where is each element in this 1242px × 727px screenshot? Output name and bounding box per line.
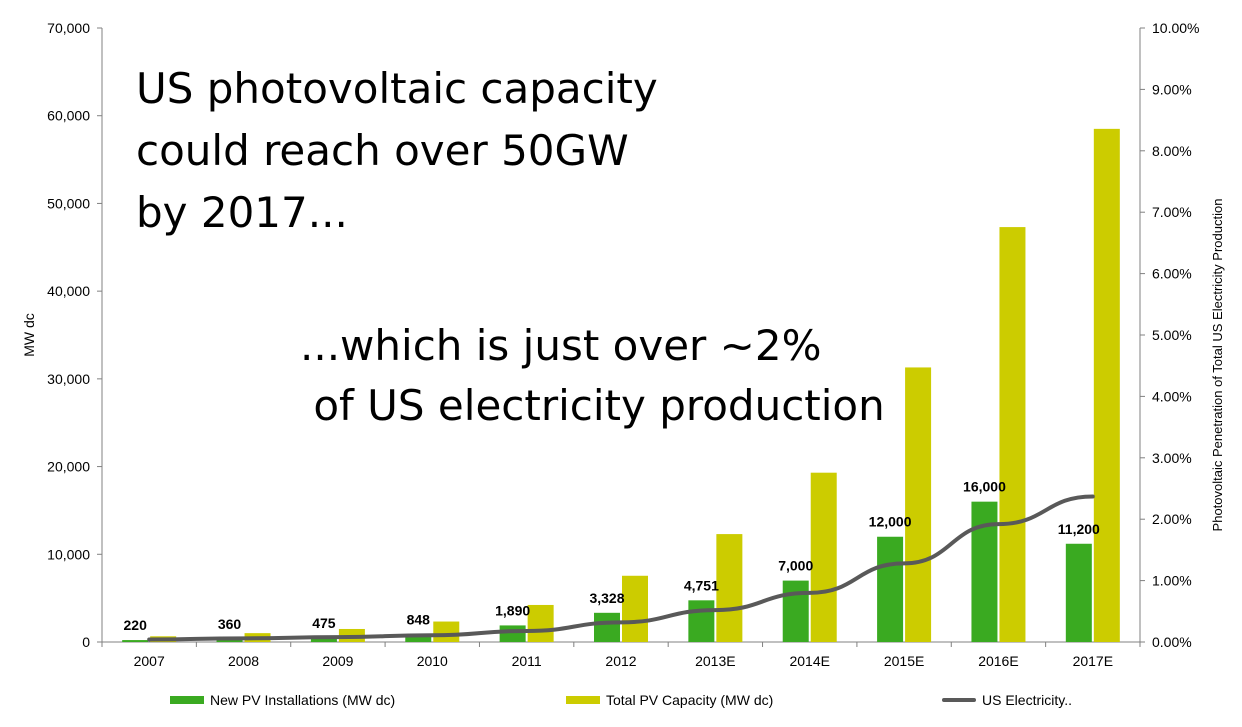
bar-new-installations [405,634,432,642]
legend-item-total-capacity: Total PV Capacity (MW dc) [566,692,773,708]
bar-total-capacity [527,604,554,642]
x-tick-label: 2009 [322,653,353,669]
y2-tick-label: 6.00% [1152,266,1192,282]
x-tick-label: 2010 [417,653,448,669]
x-tick-label: 2007 [134,653,165,669]
bars [122,128,1120,643]
data-label-new-installations: 848 [407,612,431,628]
overlay-headline: US photovoltaic capacity could reach ove… [136,64,658,237]
y2-tick-label: 7.00% [1152,204,1192,220]
data-label-new-installations: 12,000 [869,514,912,530]
legend-item-us-electricity: US Electricity.. [942,692,1072,708]
data-label-new-installations: 4,751 [684,577,719,593]
bar-total-capacity [999,227,1026,643]
legend-item-new-installations: New PV Installations (MW dc) [170,692,395,708]
legend-swatch-new-installations [170,696,204,704]
data-label-new-installations: 1,890 [495,602,530,618]
y2-tick-label: 3.00% [1152,450,1192,466]
y-axis-title: MW dc [21,313,37,357]
legend: New PV Installations (MW dc) Total PV Ca… [0,692,1242,716]
y-tick-label: 20,000 [47,459,90,475]
line-us-electricity [147,494,1095,642]
x-tick-label: 2008 [228,653,259,669]
x-tick-label: 2011 [512,653,542,669]
x-tick-label: 2015E [884,653,924,669]
x-tick-label: 2012 [605,653,636,669]
bar-new-installations [499,625,526,642]
y2-tick-label: 8.00% [1152,143,1192,159]
legend-label-us-electricity: US Electricity.. [982,692,1072,708]
bar-new-installations [1065,543,1092,642]
bar-total-capacity [716,534,743,642]
legend-label-total-capacity: Total PV Capacity (MW dc) [606,692,774,708]
bar-total-capacity [433,621,460,642]
data-label-new-installations: 11,200 [1058,521,1100,537]
data-label-new-installations: 475 [312,615,336,631]
legend-line-us-electricity [942,698,976,702]
y-tick-label: 60,000 [47,108,90,124]
legend-label-new-installations: New PV Installations (MW dc) [210,692,396,708]
data-label-new-installations: 16,000 [963,479,1006,495]
legend-swatch-total-capacity [566,696,600,704]
y-tick-label: 70,000 [47,20,90,36]
data-label-new-installations: 220 [124,617,148,633]
y2-tick-label: 0.00% [1152,634,1192,650]
data-label-new-installations: 3,328 [589,590,624,606]
data-labels: 220 360 475 848 1,890 3,328 4,751 7,000 12,000 16… [124,479,1101,633]
x-tick-label: 2014E [789,653,829,669]
x-tick-label: 2016E [978,653,1018,669]
bar-new-installations [216,638,243,642]
bar-new-installations [122,640,149,642]
bar-new-installations [782,580,809,642]
y2-tick-label: 4.00% [1152,388,1192,404]
bar-new-installations [310,637,337,642]
bar-total-capacity [810,472,837,642]
bar-total-capacity [1093,128,1120,642]
penetration-line [147,494,1095,642]
data-label-new-installations: 7,000 [778,558,813,574]
bar-total-capacity [905,367,932,642]
y-tick-label: 50,000 [47,195,90,211]
bar-new-installations [688,600,715,642]
x-tick-label: 2017E [1073,653,1113,669]
y2-tick-label: 1.00% [1152,573,1192,589]
y-tick-label: 40,000 [47,283,90,299]
y-tick-label: 30,000 [47,371,90,387]
x-tick-label: 2013E [695,653,735,669]
y2-tick-label: 2.00% [1152,511,1192,527]
bar-total-capacity [622,575,648,642]
y2-axis-title: Photovoltaic Penetration of Total US Ele… [1210,199,1225,532]
y-tick-label: 10,000 [47,546,90,562]
bar-new-installations [877,536,904,642]
data-label-new-installations: 360 [218,616,242,632]
y2-tick-label: 10.00% [1152,20,1199,36]
y-tick-label: 0 [82,634,90,650]
y2-tick-label: 5.00% [1152,327,1192,343]
overlay-note: ...which is just over ~2% of US electric… [300,321,885,430]
axes: 0 10,000 20,000 30,000 40,000 50,000 60,000 70,… [21,20,1225,669]
y2-tick-label: 9.00% [1152,81,1192,97]
bar-new-installations [594,612,620,642]
